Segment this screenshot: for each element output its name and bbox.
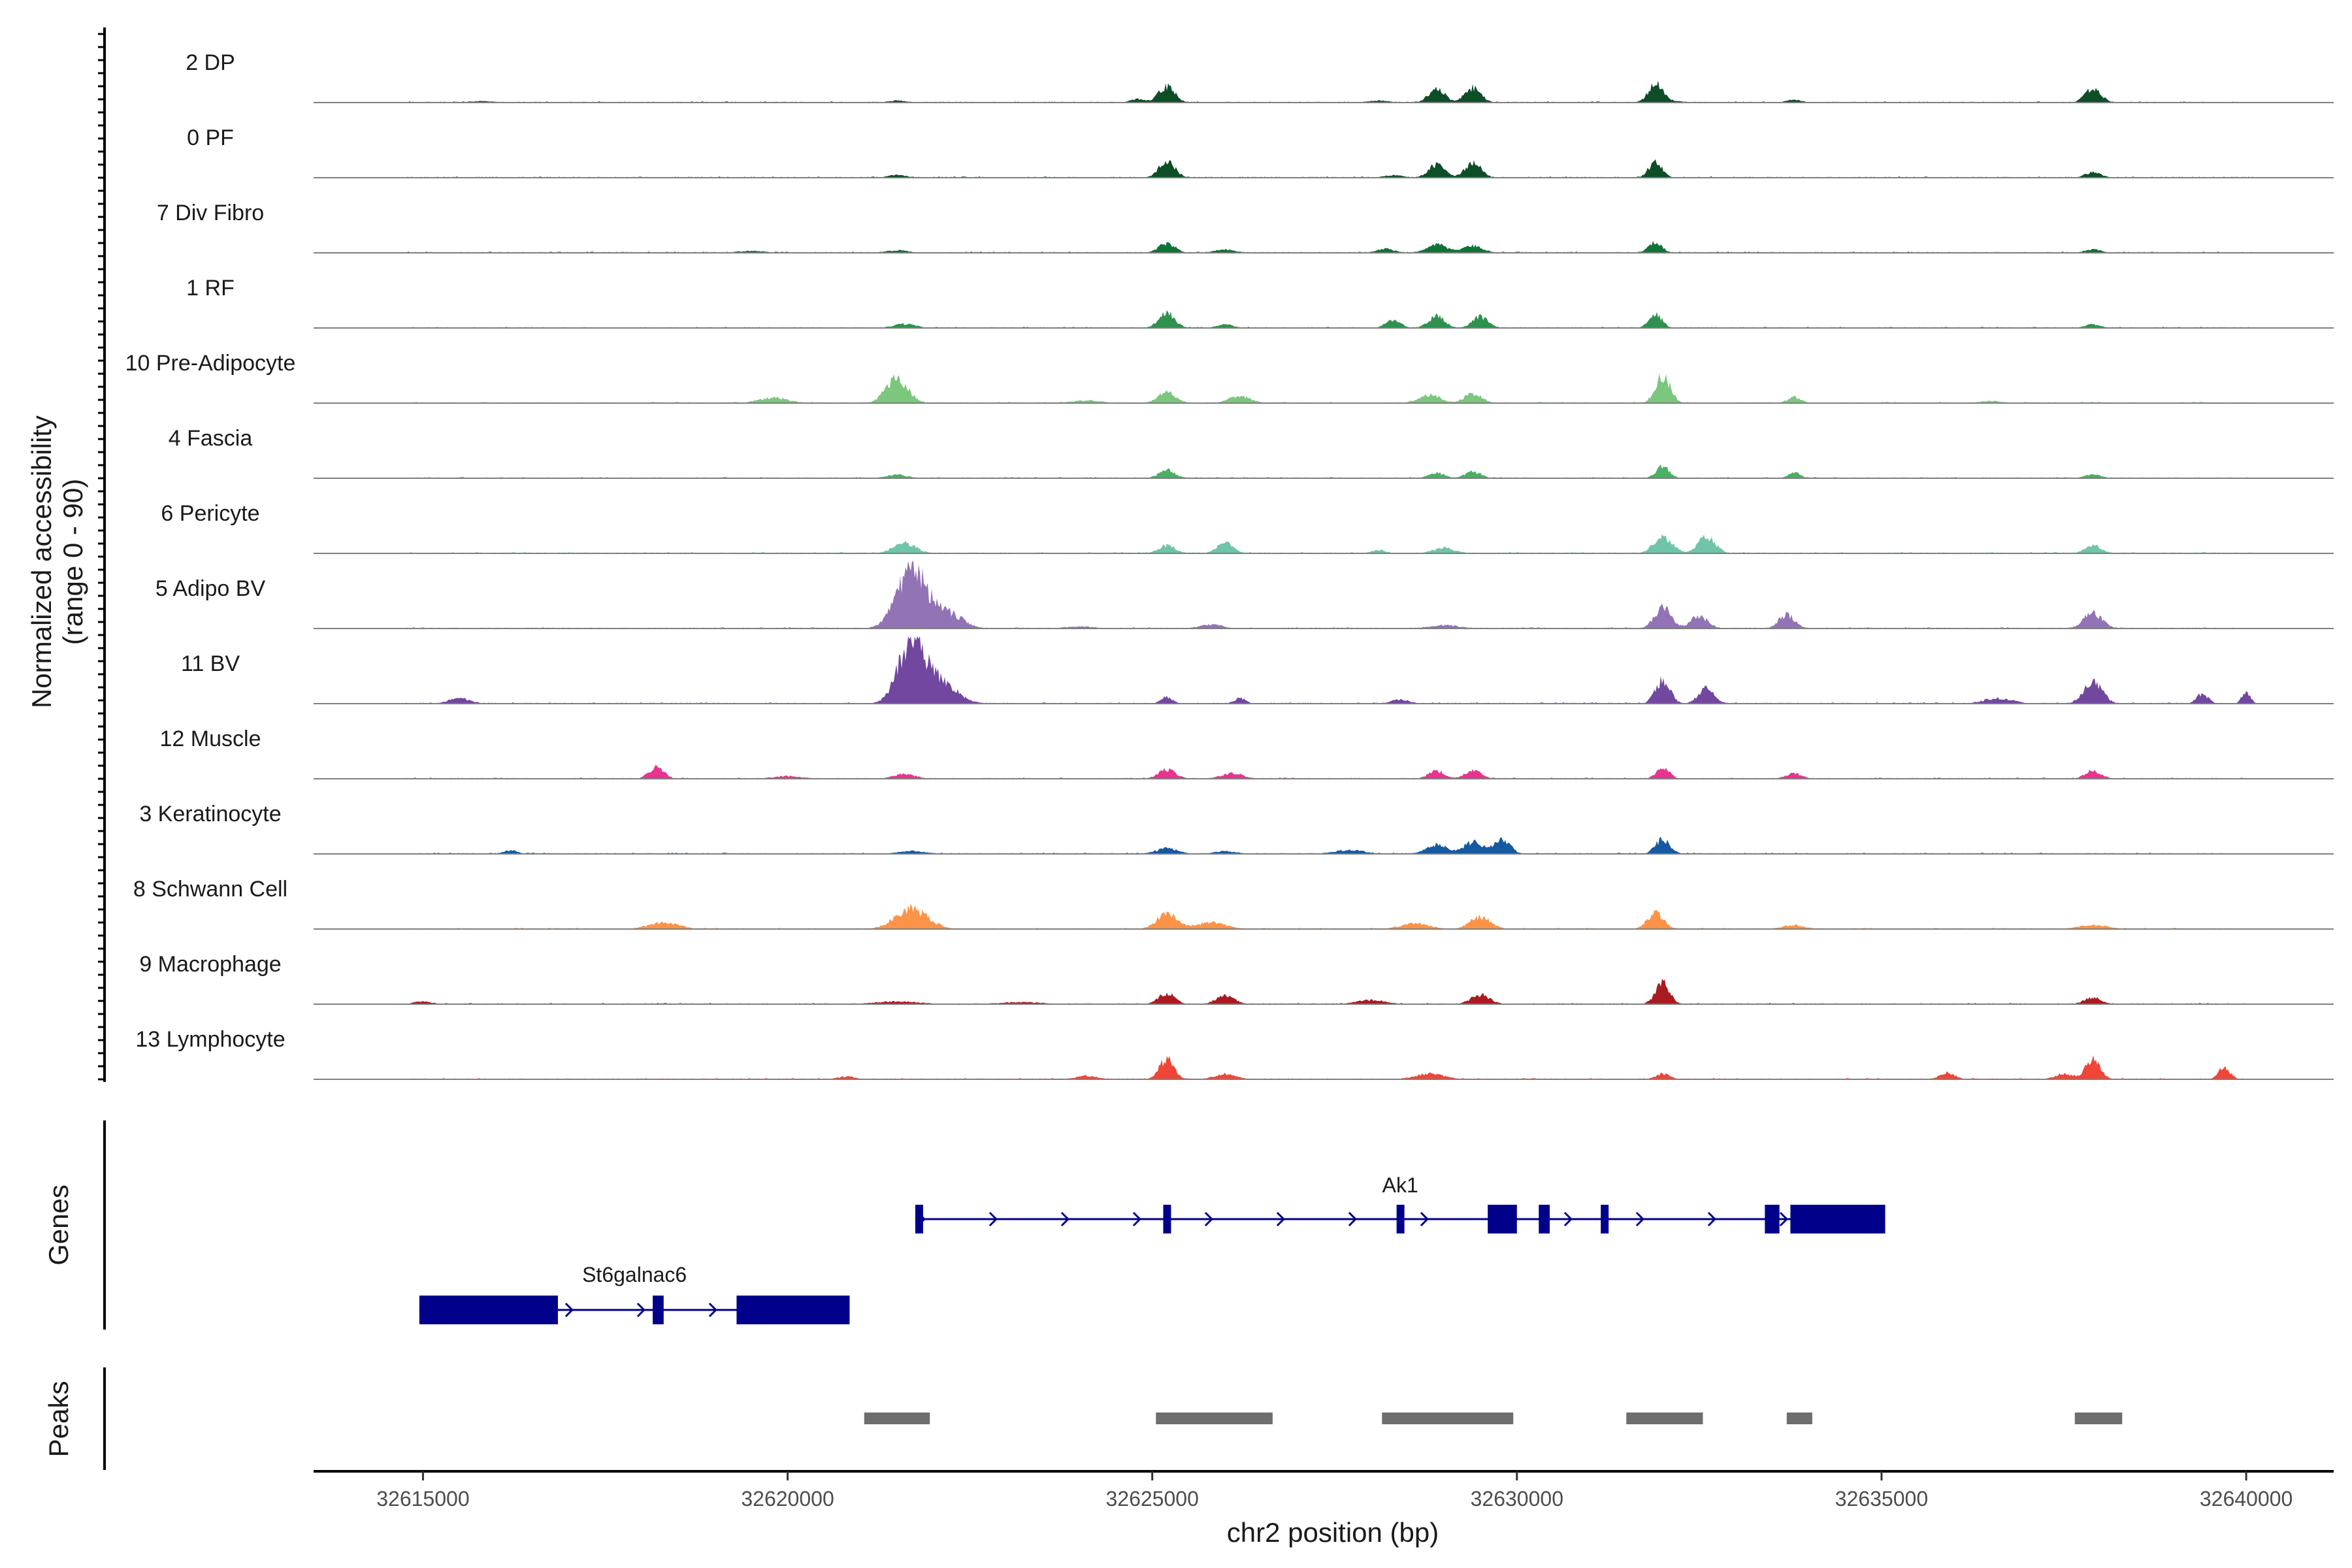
gene-exon xyxy=(419,1296,558,1324)
track-label: 7 Div Fibro xyxy=(157,201,264,225)
gene-exon xyxy=(1539,1205,1550,1233)
x-tick-label: 32640000 xyxy=(2200,1487,2293,1511)
gene-exon xyxy=(1601,1205,1609,1233)
coverage-area xyxy=(314,561,2334,629)
coverage-track: 1 RF xyxy=(186,276,2334,329)
x-axis-title: chr2 position (bp) xyxy=(1227,1517,1439,1548)
coverage-tracks: 2 DP 0 PF 7 Div Fibro 1 RF 10 Pre-Adipocyte 4… xyxy=(125,50,2334,1080)
gene-exon xyxy=(1163,1205,1171,1233)
peak-region xyxy=(1156,1413,1273,1424)
gene-exon xyxy=(736,1296,850,1324)
gene-model: St6galnac6 xyxy=(419,1263,850,1324)
gene-exon xyxy=(1396,1205,1405,1233)
x-tick-label: 32625000 xyxy=(1105,1487,1198,1511)
coverage-track: 5 Adipo BV xyxy=(155,561,2334,629)
coverage-area xyxy=(314,80,2334,103)
track-label: 1 RF xyxy=(186,276,235,301)
peak-region xyxy=(2074,1413,2123,1424)
x-tick-label: 32635000 xyxy=(1835,1487,1928,1511)
peaks-track: Peaks xyxy=(43,1367,2123,1470)
gene-exon xyxy=(915,1205,923,1233)
gene-model: Ak1 xyxy=(915,1173,1886,1233)
strand-arrow-icon xyxy=(988,1211,998,1227)
coverage-track: 6 Pericyte xyxy=(161,501,2334,554)
gene-exon xyxy=(1488,1205,1517,1233)
genes-track-title: Genes xyxy=(43,1184,74,1266)
track-label: 11 BV xyxy=(181,651,240,676)
strand-arrow-icon xyxy=(1276,1211,1286,1227)
coverage-track: 0 PF xyxy=(187,125,2334,178)
track-label: 6 Pericyte xyxy=(161,501,259,526)
strand-arrow-icon xyxy=(564,1302,574,1318)
coverage-area xyxy=(314,764,2334,779)
track-label: 4 Fascia xyxy=(169,426,253,451)
coverage-track: 9 Macrophage xyxy=(139,952,2334,1005)
coverage-track: 8 Schwann Cell xyxy=(133,877,2334,930)
strand-arrow-icon xyxy=(636,1302,645,1318)
coverage-area xyxy=(314,159,2334,178)
strand-arrow-icon xyxy=(1132,1211,1142,1227)
coverage-track: 4 Fascia xyxy=(169,426,2334,479)
coverage-area xyxy=(314,310,2334,328)
coverage-area xyxy=(314,978,2334,1004)
track-label: 8 Schwann Cell xyxy=(133,877,287,902)
genes-track: Genes Ak1 St6galnac6 xyxy=(43,1120,1886,1330)
coverage-track: 10 Pre-Adipocyte xyxy=(125,351,2334,404)
coverage-track: 2 DP xyxy=(186,50,2334,103)
coverage-area xyxy=(314,534,2334,553)
track-label: 3 Keratinocyte xyxy=(139,802,281,826)
x-tick-label: 32615000 xyxy=(376,1487,469,1511)
x-axis: 32615000 32620000 32625000 32630000 32635000… xyxy=(314,1470,2334,1511)
track-label: 12 Muscle xyxy=(160,727,261,751)
coverage-track: 7 Div Fibro xyxy=(157,201,2334,253)
x-tick-label: 32630000 xyxy=(1471,1487,1563,1511)
y-axis-range-label: (range 0 - 90) xyxy=(57,479,88,645)
coverage-area xyxy=(314,464,2334,478)
strand-arrow-icon xyxy=(1707,1211,1717,1227)
gene-label: Ak1 xyxy=(1382,1173,1418,1197)
strand-arrow-icon xyxy=(1779,1211,1789,1227)
strand-arrow-icon xyxy=(708,1302,717,1318)
coverage-area xyxy=(314,836,2334,854)
track-label: 13 Lymphocyte xyxy=(135,1027,285,1052)
coverage-area xyxy=(314,373,2334,403)
strand-arrow-icon xyxy=(1563,1211,1573,1227)
peak-region xyxy=(1786,1413,1812,1424)
track-label: 5 Adipo BV xyxy=(155,576,266,601)
gene-label: St6galnac6 xyxy=(582,1263,687,1286)
strand-arrow-icon xyxy=(1635,1211,1645,1227)
coverage-track: 3 Keratinocyte xyxy=(139,802,2334,855)
track-label: 10 Pre-Adipocyte xyxy=(125,351,296,376)
gene-exon xyxy=(1790,1205,1886,1233)
coverage-area xyxy=(314,636,2334,704)
track-label: 9 Macrophage xyxy=(139,952,281,977)
coverage-track: 13 Lymphocyte xyxy=(135,1027,2334,1080)
y-axis-title: Normalized accessibility xyxy=(26,416,57,708)
peaks-track-title: Peaks xyxy=(43,1381,74,1458)
strand-arrow-icon xyxy=(1204,1211,1214,1227)
peak-region xyxy=(1382,1413,1514,1424)
y-axis xyxy=(98,27,106,1082)
coverage-track: 11 BV xyxy=(181,636,2334,704)
track-label: 0 PF xyxy=(187,125,234,150)
coverage-area xyxy=(314,1055,2334,1079)
coverage-area xyxy=(314,904,2334,929)
x-tick-label: 32620000 xyxy=(741,1487,834,1511)
coverage-track: 12 Muscle xyxy=(160,727,2334,779)
strand-arrow-icon xyxy=(1348,1211,1358,1227)
gene-exon xyxy=(1765,1205,1780,1233)
peak-region xyxy=(1626,1413,1703,1424)
track-label: 2 DP xyxy=(186,50,235,75)
peak-region xyxy=(864,1413,930,1424)
strand-arrow-icon xyxy=(1060,1211,1070,1227)
coverage-area xyxy=(314,240,2334,253)
gene-exon xyxy=(653,1296,664,1324)
strand-arrow-icon xyxy=(1420,1211,1429,1227)
